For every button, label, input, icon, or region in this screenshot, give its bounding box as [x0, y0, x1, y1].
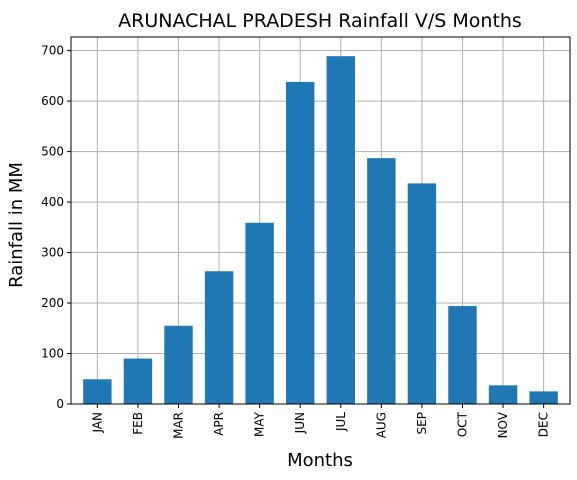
x-tick-label: SEP	[415, 412, 429, 434]
bar-aug	[367, 158, 396, 404]
bar-may	[245, 222, 274, 404]
x-tick-label: NOV	[496, 411, 510, 438]
y-tick-label: 300	[41, 246, 64, 260]
y-ticks: 0 100 200 300 400 500 600 700	[41, 44, 71, 411]
y-tick-label: 400	[41, 195, 64, 209]
x-tick-label: JUN	[293, 412, 307, 434]
x-tick-label: AUG	[374, 412, 388, 438]
bar-jun	[286, 81, 315, 405]
x-tick-label: OCT	[455, 411, 469, 437]
bar-nov	[488, 385, 518, 404]
bar-jan	[83, 379, 112, 404]
bar-mar	[164, 325, 193, 404]
x-tick-label: FEB	[131, 412, 145, 435]
y-tick-label: 200	[41, 296, 64, 310]
bar-jul	[326, 56, 355, 404]
x-tick-label: APR	[212, 412, 226, 436]
y-tick-label: 500	[41, 145, 64, 159]
bar-feb	[123, 358, 153, 404]
y-axis-label: Rainfall in MM	[6, 162, 27, 288]
bars	[83, 56, 558, 405]
y-tick-label: 0	[56, 397, 64, 411]
x-tick-label: JAN	[90, 412, 104, 434]
bar-sep	[407, 183, 437, 404]
y-tick-label: 100	[41, 347, 64, 361]
plot-frame	[70, 36, 571, 405]
x-tick-label: MAR	[172, 412, 186, 439]
grid-lines	[71, 37, 570, 405]
bar-apr	[204, 271, 234, 404]
x-tick-label: MAY	[253, 411, 267, 437]
x-tick-label: DEC	[537, 412, 551, 437]
y-tick-label: 600	[41, 94, 64, 108]
x-ticks: JAN FEB MAR APR MAY JUN JUL AUG SEP OCT NOV DEC	[90, 404, 551, 439]
y-tick-label: 700	[41, 44, 64, 58]
x-axis-label: Months	[287, 450, 353, 471]
bar-oct	[448, 306, 477, 404]
bar-dec	[529, 391, 558, 404]
x-tick-label: JUL	[334, 412, 348, 432]
chart-title: ARUNACHAL PRADESH Rainfall V/S Months	[118, 10, 522, 32]
